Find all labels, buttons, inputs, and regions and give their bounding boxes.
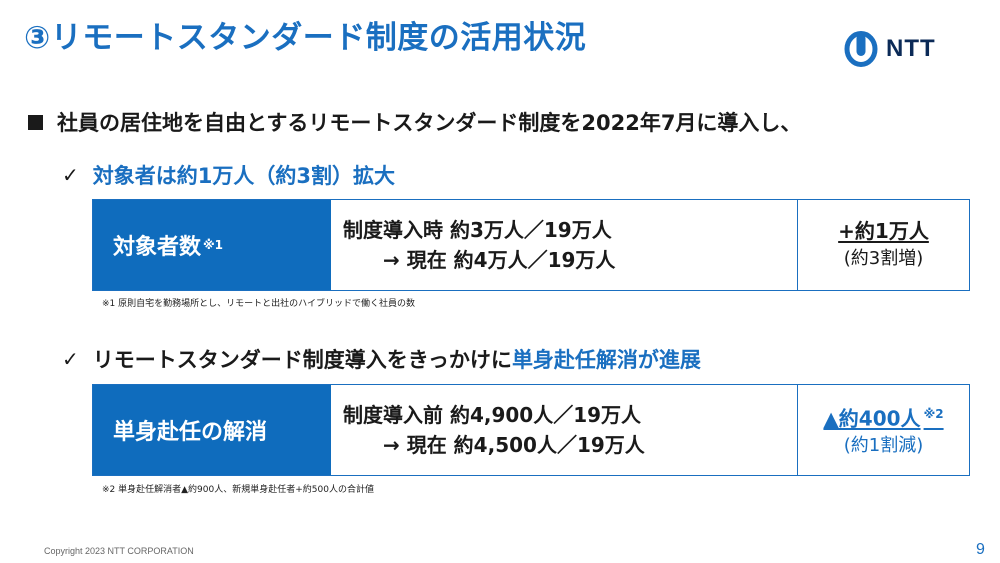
point-2: ✓ リモートスタンダード制度導入をきっかけに 単身赴任解消が進展 bbox=[62, 344, 701, 374]
single-assignment-result-sub: (約1割減) bbox=[843, 435, 924, 457]
square-bullet-icon bbox=[28, 114, 43, 130]
single-assignment-line-1: 制度導入前 約4,900人／19万人 bbox=[343, 403, 642, 427]
copyright: Copyright 2023 NTT CORPORATION bbox=[44, 546, 194, 556]
target-count-result: +約1万人 (約3割増) bbox=[797, 200, 969, 290]
point-2-highlight: 単身赴任解消が進展 bbox=[511, 348, 701, 372]
target-count-box: 対象者数 ※1 制度導入時 約3万人／19万人 → 現在 約4万人／19万人 +約… bbox=[92, 199, 970, 291]
single-assignment-label: 単身赴任の解消 bbox=[93, 385, 331, 475]
check-icon: ✓ bbox=[62, 163, 79, 187]
check-icon: ✓ bbox=[62, 347, 79, 371]
intro-line: 社員の居住地を自由とするリモートスタンダード制度を2022年7月に導入し、 bbox=[28, 107, 801, 137]
page-title: ③リモートスタンダード制度の活用状況 bbox=[24, 20, 587, 56]
note-2-marker: ※2 bbox=[923, 406, 944, 421]
note-1-marker: ※1 bbox=[203, 238, 224, 252]
single-assignment-result-text: ▲約400人 bbox=[823, 406, 921, 431]
ntt-logo-icon bbox=[844, 31, 878, 67]
target-count-result-value: +約1万人 bbox=[838, 219, 929, 243]
point-1: ✓ 対象者は約1万人（約3割）拡大 bbox=[62, 160, 395, 190]
single-assignment-result: ▲約400人 ※2 (約1割減) bbox=[797, 385, 969, 475]
single-assignment-line-2: → 現在 約4,500人／19万人 bbox=[383, 433, 645, 457]
page-number: 9 bbox=[976, 541, 985, 558]
target-count-detail: 制度導入時 約3万人／19万人 → 現在 約4万人／19万人 bbox=[331, 200, 797, 290]
target-count-label: 対象者数 ※1 bbox=[93, 200, 331, 290]
footnote-2: ※2 単身赴任解消者▲約900人、新規単身赴任者+約500人の合計値 bbox=[102, 485, 374, 495]
intro-text: 社員の居住地を自由とするリモートスタンダード制度を2022年7月に導入し、 bbox=[57, 111, 802, 135]
point-2-text: リモートスタンダード制度導入をきっかけに bbox=[92, 348, 512, 372]
target-count-line-1: 制度導入時 約3万人／19万人 bbox=[343, 218, 612, 242]
target-count-line-2: → 現在 約4万人／19万人 bbox=[383, 248, 616, 272]
ntt-logo: NTT bbox=[844, 30, 936, 68]
logo-text: NTT bbox=[886, 35, 936, 62]
target-count-result-sub: (約3割増) bbox=[843, 248, 924, 269]
footnote-1: ※1 原則自宅を勤務場所とし、リモートと出社のハイブリッドで働く社員の数 bbox=[102, 299, 415, 309]
target-count-label-text: 対象者数 bbox=[113, 235, 202, 260]
single-assignment-box: 単身赴任の解消 制度導入前 約4,900人／19万人 → 現在 約4,500人／… bbox=[92, 384, 970, 476]
single-assignment-result-value: ▲約400人 ※2 bbox=[823, 400, 943, 433]
point-1-text: 対象者は約1万人（約3割）拡大 bbox=[92, 164, 395, 188]
single-assignment-detail: 制度導入前 約4,900人／19万人 → 現在 約4,500人／19万人 bbox=[331, 385, 797, 475]
